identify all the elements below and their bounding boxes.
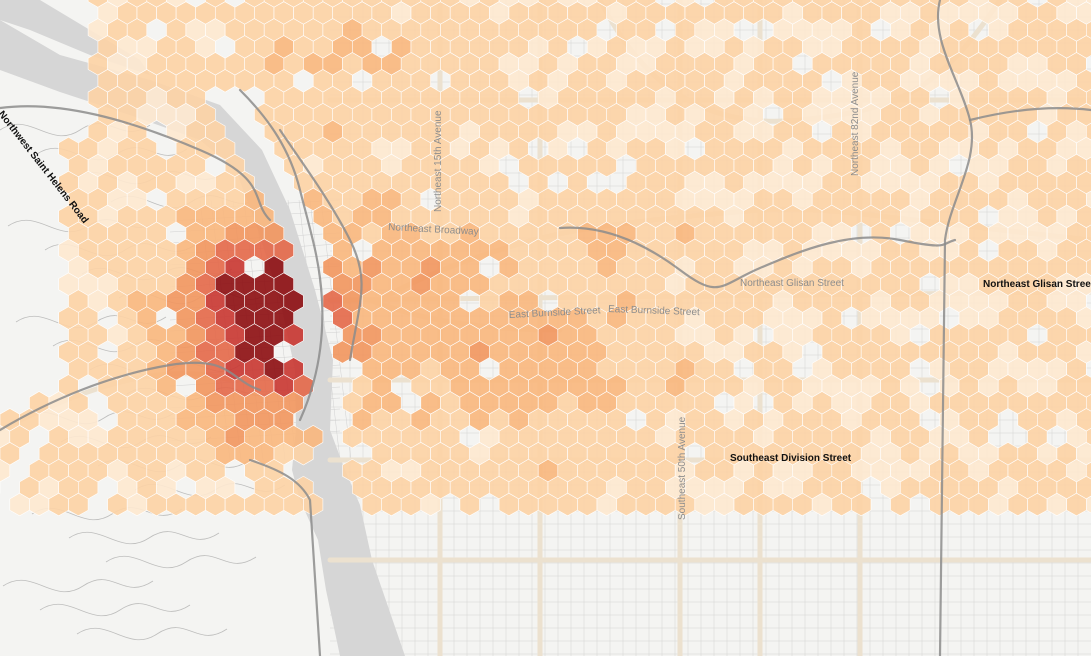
highway-i84-ramp (278, 128, 363, 362)
label-se-50th: Southeast 50th Avenue (677, 416, 688, 520)
density-hex-982 (283, 323, 304, 347)
density-hex-1472 (68, 492, 89, 517)
label-se-division: Southeast Division Street (730, 453, 852, 464)
label-ne-glisan: Northeast Glisan Street (740, 278, 844, 289)
highway-us26 (0, 361, 262, 432)
highway-i84-east (968, 106, 1091, 122)
label-e-burnside-east: East Burnside Street (608, 304, 700, 318)
density-hex-1488 (459, 492, 480, 517)
density-hex-1365 (0, 458, 11, 483)
label-ne-broadway: Northeast Broadway (388, 222, 479, 238)
highway-i5-south (248, 458, 322, 656)
label-ne-glisan-east: Northeast Glisan Street (983, 279, 1091, 290)
label-ne-82nd: Northeast 82nd Avenue (850, 71, 861, 176)
density-hex-1312 (0, 442, 20, 466)
highway-us30 (0, 105, 272, 222)
highway-i5 (238, 88, 324, 422)
label-e-burnside: East Burnside Street (509, 305, 601, 321)
density-hex-1326 (293, 442, 314, 466)
density-hex-1508 (890, 492, 911, 517)
label-ne-15th: Northeast 15th Avenue (433, 110, 444, 212)
highway-i84 (558, 226, 957, 289)
density-hex-1487 (420, 492, 441, 517)
hexbin-layer (0, 0, 1091, 517)
density-hex-1517 (1086, 495, 1091, 514)
density-hex-505 (596, 153, 617, 178)
density-hex-1507 (851, 492, 872, 517)
